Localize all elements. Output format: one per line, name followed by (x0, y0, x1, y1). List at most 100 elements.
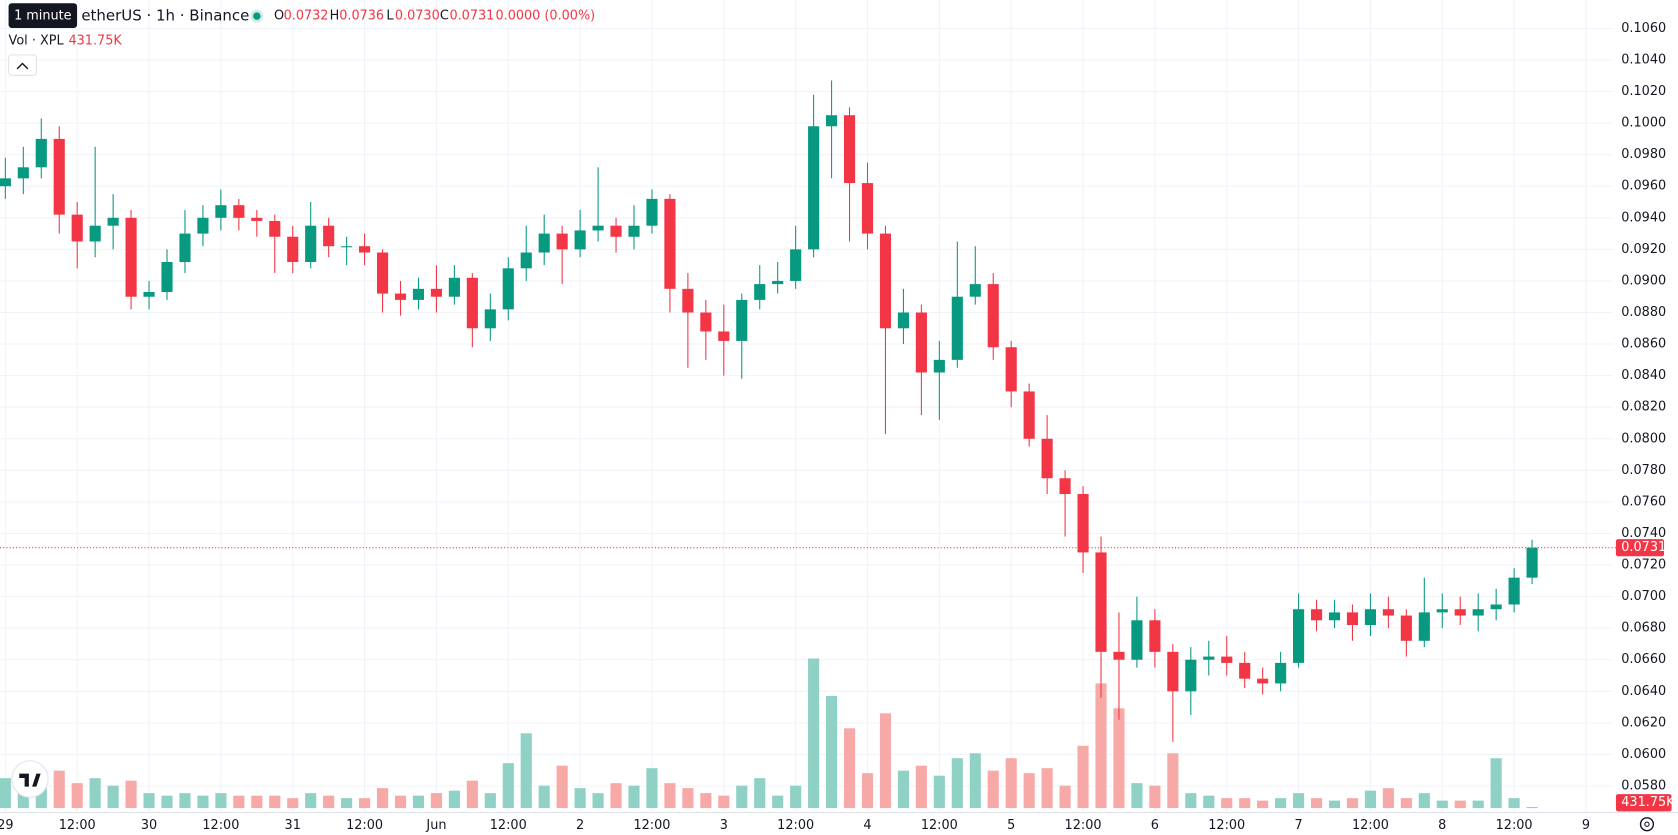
y-tick-label: 0.0580 (1621, 778, 1666, 793)
volume-bar (987, 770, 999, 809)
y-tick-label: 0.0880 (1621, 305, 1666, 320)
volume-bar (1382, 788, 1394, 809)
candle-body (1185, 659, 1197, 692)
open-value: 0.0732 (284, 9, 329, 24)
x-tick-label: 12:00 (633, 818, 670, 833)
candle-body (1131, 620, 1143, 660)
volume-bar (1508, 798, 1520, 809)
x-tick-label: 30 (141, 818, 157, 833)
volume-bar (1167, 753, 1179, 809)
volume-bar (305, 793, 317, 809)
settings-icon[interactable] (1639, 817, 1655, 832)
x-tick-label: 12:00 (346, 818, 383, 833)
volume-bar (161, 795, 173, 809)
volume-bar (376, 788, 389, 809)
candle-body (107, 217, 119, 226)
volume-bar (269, 795, 281, 809)
x-tick-label: 5 (1007, 818, 1015, 833)
collapse-button[interactable] (8, 54, 37, 76)
candle-body (394, 293, 407, 300)
volume-bar (341, 798, 353, 809)
volume-bar (71, 783, 83, 809)
x-tick-label: 3 (720, 818, 728, 833)
volume-bar (323, 795, 335, 809)
candle-body (1167, 651, 1179, 692)
candle-body (1023, 391, 1035, 439)
y-tick-label: 0.1060 (1621, 21, 1666, 36)
x-tick-label: 12:00 (59, 818, 96, 833)
volume-bar (556, 765, 568, 809)
volume-bar (89, 778, 101, 809)
volume-bar (861, 773, 874, 809)
candle-body (1293, 609, 1305, 663)
candle-body (556, 233, 568, 250)
volume-bar (1023, 773, 1035, 809)
last-volume-label: 431.75K (1621, 795, 1675, 810)
last-price-label: 0.0731 (1621, 540, 1666, 555)
y-tick-label: 0.0720 (1621, 558, 1666, 573)
volume-bar (700, 793, 712, 809)
candle-body (341, 246, 353, 248)
y-tick-label: 0.0780 (1621, 463, 1666, 478)
x-tick-label: 4 (863, 818, 871, 833)
candle-body (1418, 612, 1430, 641)
close-value: 0.0731 (449, 9, 494, 24)
volume-bar (1310, 798, 1323, 809)
volume-bar (592, 793, 604, 809)
x-tick-label: Jun (425, 818, 446, 833)
y-tick-label: 0.1000 (1621, 116, 1666, 131)
volume-bar (143, 793, 155, 809)
symbol: etherUS · 1h · Binance (81, 7, 249, 25)
candle-body (17, 167, 29, 179)
volume-bar (1005, 758, 1017, 809)
candle-body (376, 252, 389, 294)
logo-circle[interactable] (11, 760, 49, 798)
y-tick-label: 0.0920 (1621, 242, 1666, 257)
legend: etherUS · 1h · Binance O 0.0732 H 0.0736… (8, 3, 595, 76)
candle-body (1328, 612, 1341, 621)
candle-body (1382, 609, 1394, 616)
open-label: O (274, 9, 284, 24)
candle-body (125, 217, 137, 297)
volume-bar (1257, 800, 1269, 809)
candle-body (1364, 609, 1376, 626)
candle-body (1203, 656, 1215, 660)
volume-bar (1041, 768, 1053, 809)
candle-body (520, 252, 532, 269)
candle-body (466, 277, 478, 329)
volume-bar (538, 785, 550, 809)
candle-body (323, 225, 335, 247)
volume-bar (251, 795, 263, 809)
candle-body (1257, 678, 1269, 684)
y-tick-label: 0.0620 (1621, 715, 1666, 730)
candle-body (35, 138, 47, 168)
logo[interactable] (11, 760, 49, 798)
volume-value: 431.75K (68, 33, 122, 48)
volume-bar (915, 765, 927, 809)
volume-bar (718, 795, 730, 809)
y-tick-label: 0.0640 (1621, 684, 1666, 699)
chevron-icon (16, 62, 29, 70)
candle-body (448, 277, 460, 297)
x-tick-label: 12:00 (1065, 818, 1102, 833)
volume-bar (754, 778, 766, 809)
x-tick-label: 12:00 (921, 818, 958, 833)
volume-bar (1149, 785, 1161, 809)
volume-bar (1203, 795, 1215, 809)
settings-hub (1644, 821, 1650, 827)
candle-body (664, 198, 676, 289)
volume-bar (484, 793, 496, 809)
close-label: C (440, 9, 449, 24)
low-label: L (386, 9, 394, 24)
candle-body (1526, 547, 1538, 578)
candle-body (951, 296, 963, 360)
x-tick-label: 12:00 (777, 818, 814, 833)
settings[interactable] (1639, 817, 1655, 832)
volume-bar (17, 785, 29, 809)
volume-bar (1095, 683, 1107, 809)
last-price-tag (1615, 539, 1665, 557)
x-tick-label: 9 (1582, 818, 1590, 833)
y-tick-label: 0.0840 (1621, 368, 1666, 383)
